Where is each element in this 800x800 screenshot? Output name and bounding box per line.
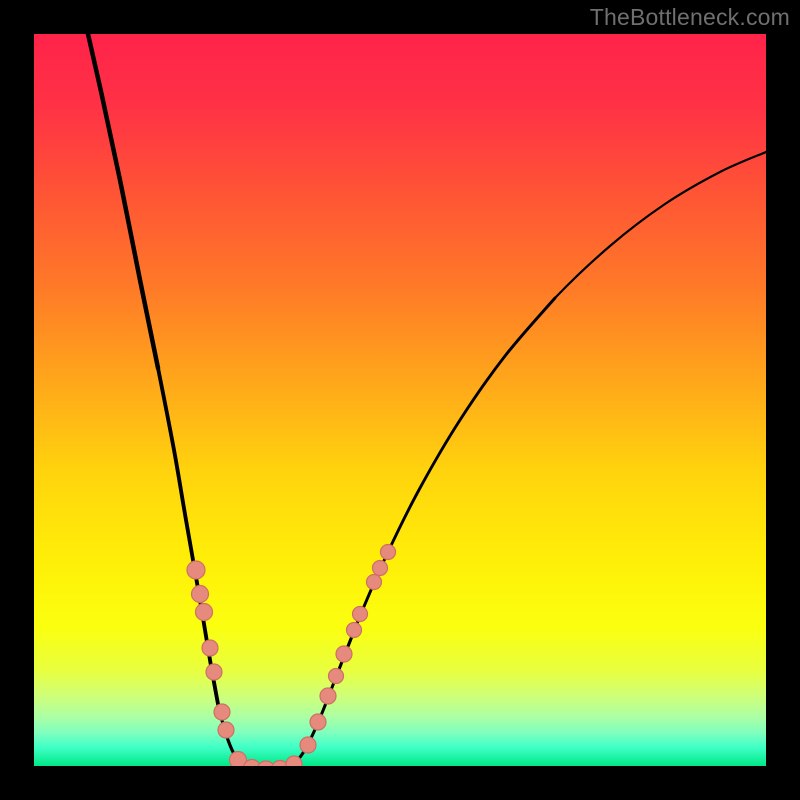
data-dot (202, 640, 218, 656)
data-dot (206, 664, 222, 680)
data-dot (196, 604, 213, 621)
data-dot (214, 704, 230, 720)
watermark-text: TheBottleneck.com (590, 4, 790, 31)
data-dot (187, 561, 205, 579)
data-dot (373, 561, 388, 576)
data-dot (218, 722, 234, 738)
data-dot (329, 669, 344, 684)
data-dot (347, 623, 362, 638)
data-dot (310, 714, 326, 730)
plot-area (34, 34, 766, 766)
data-dot (336, 646, 352, 662)
data-dot (353, 607, 368, 622)
data-dot (300, 737, 316, 753)
data-dot (381, 545, 396, 560)
data-dot (320, 688, 336, 704)
chart-svg (0, 0, 800, 800)
data-dot (367, 575, 382, 590)
data-dot (192, 586, 209, 603)
chart-stage: TheBottleneck.com (0, 0, 800, 800)
